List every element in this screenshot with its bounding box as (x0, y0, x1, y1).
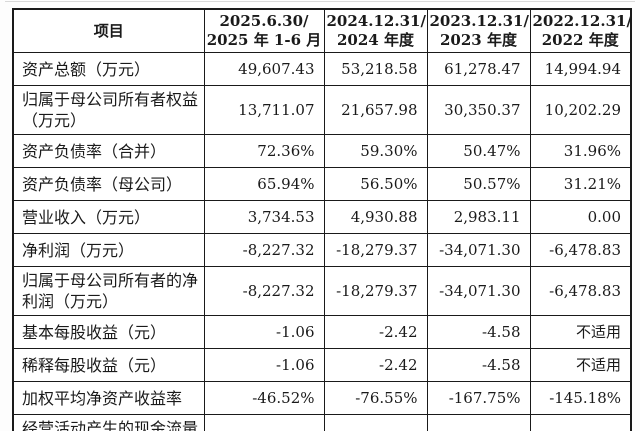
table-row: 资产负债率（合并） 72.36% 59.30% 50.47% 31.96% (12, 134, 632, 168)
cell-value: -145.18% (529, 381, 632, 415)
column-header-period-2024: 2024.12.31/ 2024 年度 (323, 8, 428, 53)
cell-value: 不适用 (529, 315, 632, 349)
cell-value: -76.55% (323, 381, 428, 415)
table-row: 基本每股收益（元） -1.06 -2.42 -4.58 不适用 (12, 315, 632, 349)
header-row: 项目 2025.6.30/ 2025 年 1-6 月 2024.12.31/ 2… (12, 8, 632, 53)
table-row: 稀释每股收益（元） -1.06 -2.42 -4.58 不适用 (12, 348, 632, 382)
cell-value: -4.58 (426, 348, 531, 382)
top-divider-line (5, 1, 635, 2)
cell-value: 10,202.29 (529, 85, 632, 135)
cell-value: 59.30% (323, 134, 428, 168)
cell-value: -1.06 (203, 315, 325, 349)
table-row: 资产总额（万元） 49,607.43 53,218.58 61,278.47 1… (12, 52, 632, 86)
column-header-period-2022: 2022.12.31/ 2022 年度 (529, 8, 632, 53)
table-row: 净利润（万元） -8,227.32 -18,279.37 -34,071.30 … (12, 233, 632, 267)
financial-summary-table: 项目 2025.6.30/ 2025 年 1-6 月 2024.12.31/ 2… (12, 8, 632, 431)
cell-value: -3,519.91 (426, 414, 531, 431)
cell-value: -6,478.83 (529, 266, 632, 316)
cell-value: 50.57% (426, 167, 531, 201)
cell-value: 31.21% (529, 167, 632, 201)
row-label: 资产负债率（母公司） (12, 167, 205, 201)
cell-value: 61,278.47 (426, 52, 531, 86)
cell-value: -2.42 (323, 348, 428, 382)
row-label: 营业收入（万元） (12, 200, 205, 234)
row-label: 经营活动产生的现金流量 净额（万元） (12, 414, 205, 431)
cell-value: -167.75% (426, 381, 531, 415)
row-label: 加权平均净资产收益率 (12, 381, 205, 415)
cell-value: 0.00 (529, 200, 632, 234)
cell-value: -34,071.30 (426, 266, 531, 316)
cell-value: -11,912.64 (323, 414, 428, 431)
row-label: 资产负债率（合并） (12, 134, 205, 168)
cell-value: 21,657.98 (323, 85, 428, 135)
cell-value: -2.42 (323, 315, 428, 349)
column-header-period-2025: 2025.6.30/ 2025 年 1-6 月 (203, 8, 325, 53)
row-label: 基本每股收益（元） (12, 315, 205, 349)
cell-value: 53,218.58 (323, 52, 428, 86)
cell-value: -1.06 (203, 348, 325, 382)
row-label: 归属于母公司所有者的净 利润（万元） (12, 266, 205, 316)
cell-value: 72.36% (203, 134, 325, 168)
cell-value: 不适用 (529, 348, 632, 382)
cell-value: -7,157.15 (203, 414, 325, 431)
row-label: 资产总额（万元） (12, 52, 205, 86)
table-row: 归属于母公司所有者的净 利润（万元） -8,227.32 -18,279.37 … (12, 266, 632, 316)
cell-value: 13,711.07 (203, 85, 325, 135)
cell-value: -8,227.32 (203, 266, 325, 316)
cell-value: -4.58 (426, 315, 531, 349)
cell-value: 2,983.11 (426, 200, 531, 234)
cell-value: 3,734.53 (203, 200, 325, 234)
cell-value: 30,350.37 (426, 85, 531, 135)
cell-value: 49,607.43 (203, 52, 325, 86)
cell-value: -46.52% (203, 381, 325, 415)
table-row: 经营活动产生的现金流量 净额（万元） -7,157.15 -11,912.64 … (12, 414, 632, 431)
table-row: 营业收入（万元） 3,734.53 4,930.88 2,983.11 0.00 (12, 200, 632, 234)
table-row: 资产负债率（母公司） 65.94% 56.50% 50.57% 31.21% (12, 167, 632, 201)
table-row: 归属于母公司所有者权益 （万元） 13,711.07 21,657.98 30,… (12, 85, 632, 135)
cell-value: 14,994.94 (529, 52, 632, 86)
cell-value: -34,071.30 (426, 233, 531, 267)
column-header-period-2023: 2023.12.31/ 2023 年度 (426, 8, 531, 53)
row-label: 归属于母公司所有者权益 （万元） (12, 85, 205, 135)
cell-value: -18,279.37 (323, 266, 428, 316)
cell-value: -8,400.50 (529, 414, 632, 431)
cell-value: 31.96% (529, 134, 632, 168)
cell-value: -8,227.32 (203, 233, 325, 267)
row-label: 净利润（万元） (12, 233, 205, 267)
column-header-item: 项目 (12, 8, 205, 53)
cell-value: 4,930.88 (323, 200, 428, 234)
table-row: 加权平均净资产收益率 -46.52% -76.55% -167.75% -145… (12, 381, 632, 415)
cell-value: 50.47% (426, 134, 531, 168)
cell-value: -18,279.37 (323, 233, 428, 267)
cell-value: -6,478.83 (529, 233, 632, 267)
row-label: 稀释每股收益（元） (12, 348, 205, 382)
cell-value: 56.50% (323, 167, 428, 201)
cell-value: 65.94% (203, 167, 325, 201)
